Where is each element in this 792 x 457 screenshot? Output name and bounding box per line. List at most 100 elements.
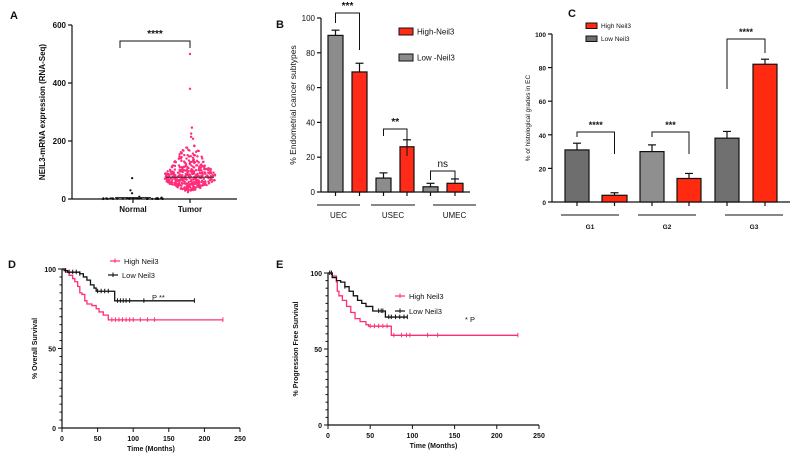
bar-uec-low	[327, 34, 344, 193]
a-point-tumor	[187, 170, 190, 173]
a-point-tumor	[178, 174, 181, 177]
a-y-tick-label: 400	[53, 79, 67, 88]
a-point-tumor	[180, 181, 183, 184]
y-tick-label: 40	[539, 133, 547, 140]
p-value-annotation: * P	[465, 315, 475, 324]
y-tick-label: 80	[306, 49, 315, 58]
a-point-tumor	[197, 181, 201, 184]
a-point-tumor	[203, 180, 207, 183]
a-point-tumor	[212, 171, 215, 174]
significance-bracket	[430, 170, 456, 182]
a-point-tumor	[207, 180, 210, 183]
legend-label-high: High Neil3	[124, 257, 159, 266]
a-point-tumor	[196, 155, 199, 158]
x-category-label: USEC	[382, 211, 404, 220]
y-tick-label: 60	[306, 84, 315, 93]
a-point-tumor	[189, 135, 193, 139]
a-point-tumor	[209, 167, 212, 171]
x-category-label: G3	[750, 224, 759, 231]
panel-label-b: B	[276, 19, 284, 31]
a-point-tumor	[173, 181, 176, 185]
a-point-normal	[160, 196, 163, 199]
a-point-tumor	[173, 160, 177, 163]
a-point-tumor	[206, 171, 210, 174]
significance-label: ns	[437, 159, 448, 170]
a-y-axis-label: NEIL3-mRNA expression (RNA-Seq)	[38, 44, 47, 181]
a-point-tumor	[180, 174, 184, 177]
a-point-normal	[129, 189, 132, 192]
a-point-tumor	[195, 159, 199, 163]
legend-label-high: High Neil3	[601, 23, 631, 30]
a-point-tumor	[201, 157, 204, 160]
p-value-annotation: P **	[152, 293, 165, 302]
a-point-tumor	[191, 183, 195, 187]
a-point-normal	[155, 197, 158, 200]
significance-bracket	[383, 128, 408, 156]
a-point-tumor	[192, 153, 196, 157]
bar-umec-high	[446, 182, 464, 193]
km-curve-low	[328, 272, 408, 318]
a-point-tumor	[189, 188, 193, 191]
y-tick-label: 0	[542, 200, 546, 207]
a-point-tumor	[212, 179, 215, 182]
a-point-tumor	[177, 181, 181, 185]
y-axis-label: % Progression Free Survival	[293, 301, 300, 396]
a-point-tumor	[203, 164, 207, 167]
km-curve-low	[62, 268, 195, 302]
y-tick-label: 50	[314, 347, 322, 354]
a-point-tumor	[209, 169, 212, 173]
a-point-tumor	[198, 169, 201, 172]
legend-label-low: Low -Neil3	[417, 54, 455, 63]
a-point-tumor	[189, 179, 193, 183]
a-point-tumor	[197, 149, 200, 153]
a-point-normal	[130, 192, 134, 195]
x-tick-label: 200	[491, 433, 503, 440]
a-point-tumor	[188, 149, 191, 152]
a-point-tumor	[189, 183, 192, 186]
a-point-tumor	[182, 149, 185, 152]
a-point-tumor	[187, 159, 191, 162]
a-point-tumor	[185, 168, 188, 172]
bar-g3-high	[752, 63, 778, 203]
x-axis-label: Time (Months)	[127, 446, 175, 453]
x-tick-label: 50	[94, 436, 102, 443]
y-tick-label: 0	[311, 188, 316, 197]
a-point-tumor	[192, 158, 196, 161]
significance-label: **	[391, 117, 399, 128]
bar-g1-low	[564, 149, 590, 203]
a-point-tumor	[178, 165, 182, 169]
a-point-tumor	[178, 152, 181, 156]
legend-swatch-high	[585, 22, 598, 29]
a-point-tumor	[195, 164, 198, 167]
a-point-tumor	[190, 164, 193, 167]
legend-swatch-low	[398, 53, 414, 62]
a-point-tumor	[167, 178, 171, 181]
a-point-tumor	[181, 167, 184, 170]
y-tick-label: 50	[48, 347, 56, 354]
legend-label-low: Low Neil3	[601, 36, 630, 43]
x-category-label: UMEC	[443, 211, 467, 220]
panel-label-d: D	[8, 259, 16, 271]
a-point-tumor	[171, 170, 174, 173]
legend-label-low: Low Neil3	[409, 307, 442, 316]
legend-swatch-low	[585, 35, 598, 42]
a-point-tumor	[197, 174, 200, 177]
a-point-tumor	[167, 181, 171, 184]
y-tick-label: 80	[539, 66, 547, 73]
a-point-tumor	[185, 157, 188, 160]
a-point-tumor	[203, 171, 207, 174]
a-point-tumor	[191, 172, 194, 176]
y-tick-label: 100	[44, 267, 56, 274]
a-point-normal	[111, 197, 115, 200]
x-tick-label: 0	[60, 436, 64, 443]
bar-g3-low	[714, 137, 740, 203]
a-point-tumor	[210, 177, 213, 181]
x-tick-label: 250	[234, 436, 246, 443]
a-point-tumor	[203, 166, 206, 170]
bar-umec-low	[422, 186, 439, 193]
a-point-tumor	[188, 162, 192, 166]
a-point-tumor	[180, 184, 183, 187]
panel-label-c: C	[568, 8, 576, 20]
a-point-normal	[131, 197, 134, 200]
a-point-tumor	[193, 161, 197, 164]
